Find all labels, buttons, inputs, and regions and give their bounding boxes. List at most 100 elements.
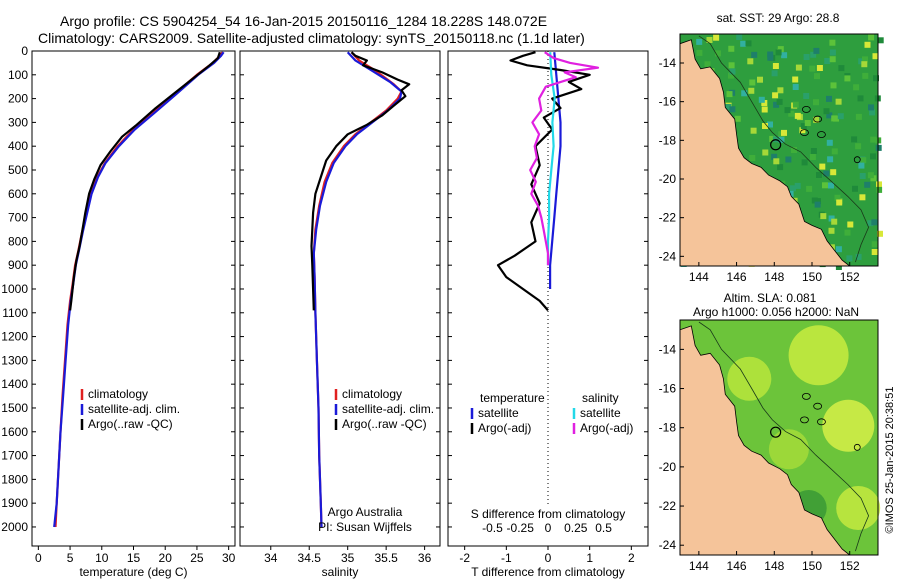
island xyxy=(801,392,811,400)
y-tick-label: -16 xyxy=(659,95,677,109)
x-tick-label: 10 xyxy=(95,551,109,565)
series-line-t-satellite xyxy=(548,52,562,289)
series-line-s-satellite xyxy=(546,52,556,266)
x-tick-label: 35.5 xyxy=(374,551,398,565)
y-tick-label: 1100 xyxy=(2,306,28,320)
sst-cell xyxy=(749,79,756,86)
sst-cell xyxy=(838,65,845,72)
sst-cell xyxy=(772,63,779,69)
header-line-2: Climatology: CARS2009. Satellite-adjuste… xyxy=(38,30,585,46)
annotation-line-2: PI: Susan Wijffels xyxy=(318,520,412,534)
sst-cell xyxy=(734,115,741,122)
y-tick-label: 1000 xyxy=(1,282,28,296)
x-tick-label-top: 0.5 xyxy=(595,521,612,535)
sst-cell xyxy=(749,155,756,161)
sst-cell xyxy=(844,229,851,236)
sst-cell xyxy=(726,91,733,98)
sst-cell xyxy=(829,56,836,63)
legend-label: satellite xyxy=(478,406,519,420)
annotation-line-1: Argo Australia xyxy=(328,505,403,519)
legend-label: satellite xyxy=(580,406,621,420)
sst-cell xyxy=(823,108,830,115)
sst-cell xyxy=(729,68,736,75)
x-tick-label-top: 0.25 xyxy=(564,521,588,535)
y-tick-label: 700 xyxy=(8,211,28,225)
sst-cell xyxy=(855,253,862,260)
sst-cell xyxy=(831,148,838,155)
island xyxy=(817,418,826,426)
sst-cell xyxy=(859,194,866,201)
series-line-argo-raw-qc xyxy=(310,51,411,311)
legend-label: Argo(-adj) xyxy=(478,421,531,435)
x-axis-label: T difference from climatology xyxy=(471,565,625,579)
sst-cell xyxy=(837,113,844,120)
sst-cell xyxy=(855,143,862,150)
y-tick-label: -18 xyxy=(659,421,677,435)
legend-label: temperature xyxy=(480,391,545,405)
sst-cell xyxy=(736,34,743,40)
sst-cell xyxy=(728,62,735,69)
x-axis-label: temperature (deg C) xyxy=(79,565,187,579)
x-axis-label-top: S difference from climatology xyxy=(471,507,626,521)
y-tick-label: -14 xyxy=(659,342,677,356)
x-tick-label: 150 xyxy=(802,270,822,284)
map-frame xyxy=(679,319,879,556)
y-tick-label: 1900 xyxy=(1,496,28,510)
island xyxy=(800,129,809,137)
sst-cell xyxy=(767,54,774,61)
sst-cell xyxy=(801,159,808,166)
sst-cell xyxy=(704,61,711,68)
sst-cell xyxy=(758,96,765,103)
sst-cell xyxy=(862,72,869,79)
sst-cell xyxy=(725,103,732,110)
sst-cell xyxy=(864,181,871,188)
x-tick-label: 148 xyxy=(764,559,784,573)
reef-contour xyxy=(698,321,870,552)
sst-cell xyxy=(875,144,882,151)
sst-cell xyxy=(811,197,818,204)
panel-frame xyxy=(31,50,236,547)
map-panel-1: 144 146 148 150 152 -14 -16 -18 -20 -22 -24 sat. SS… xyxy=(659,11,884,284)
legend-label: Argo(..raw -QC) xyxy=(342,417,427,431)
series-line-satellite-adj-clim xyxy=(312,51,403,528)
sst-cell xyxy=(829,39,836,46)
y-tick-label: 600 xyxy=(8,187,28,201)
y-tick-label: -20 xyxy=(659,460,677,474)
sst-cell xyxy=(745,40,752,47)
sst-cell xyxy=(813,99,819,106)
sst-cell xyxy=(871,249,878,255)
x-tick-label: 144 xyxy=(689,559,709,573)
sst-cell xyxy=(803,93,810,99)
sst-cell xyxy=(750,127,757,134)
sst-cell xyxy=(851,136,858,143)
legend-label: Argo(-adj) xyxy=(580,421,633,435)
x-tick-label: 148 xyxy=(764,270,784,284)
sst-cell xyxy=(800,123,807,130)
sst-cell xyxy=(868,34,875,41)
x-tick-label: 152 xyxy=(840,270,860,284)
x-tick-label: 150 xyxy=(802,559,822,573)
sst-cell xyxy=(855,113,862,120)
sst-cell xyxy=(809,65,816,72)
sst-cell xyxy=(871,219,878,226)
sst-cell xyxy=(872,53,879,60)
sst-cell xyxy=(829,49,836,56)
sst-cell xyxy=(836,199,843,206)
sst-cell xyxy=(777,87,784,94)
map-panel-2: 144 146 148 150 152 -14 -16 -18 -20 -22 -24 Altim. … xyxy=(659,291,896,573)
y-tick-label: 1200 xyxy=(1,330,28,344)
sst-cell xyxy=(696,49,703,56)
x-tick-label-top: -0.25 xyxy=(507,521,535,535)
sst-cell xyxy=(761,106,768,113)
x-tick-label: 0 xyxy=(35,551,42,565)
y-tick-label: -22 xyxy=(659,499,677,513)
sst-cell xyxy=(847,221,854,228)
island xyxy=(800,416,809,424)
sst-cell xyxy=(870,153,876,160)
sst-cell xyxy=(861,61,868,68)
legend-label: climatology xyxy=(88,387,148,401)
sst-cell xyxy=(815,198,821,205)
sst-cell xyxy=(828,182,834,189)
sst-cell xyxy=(834,194,841,201)
